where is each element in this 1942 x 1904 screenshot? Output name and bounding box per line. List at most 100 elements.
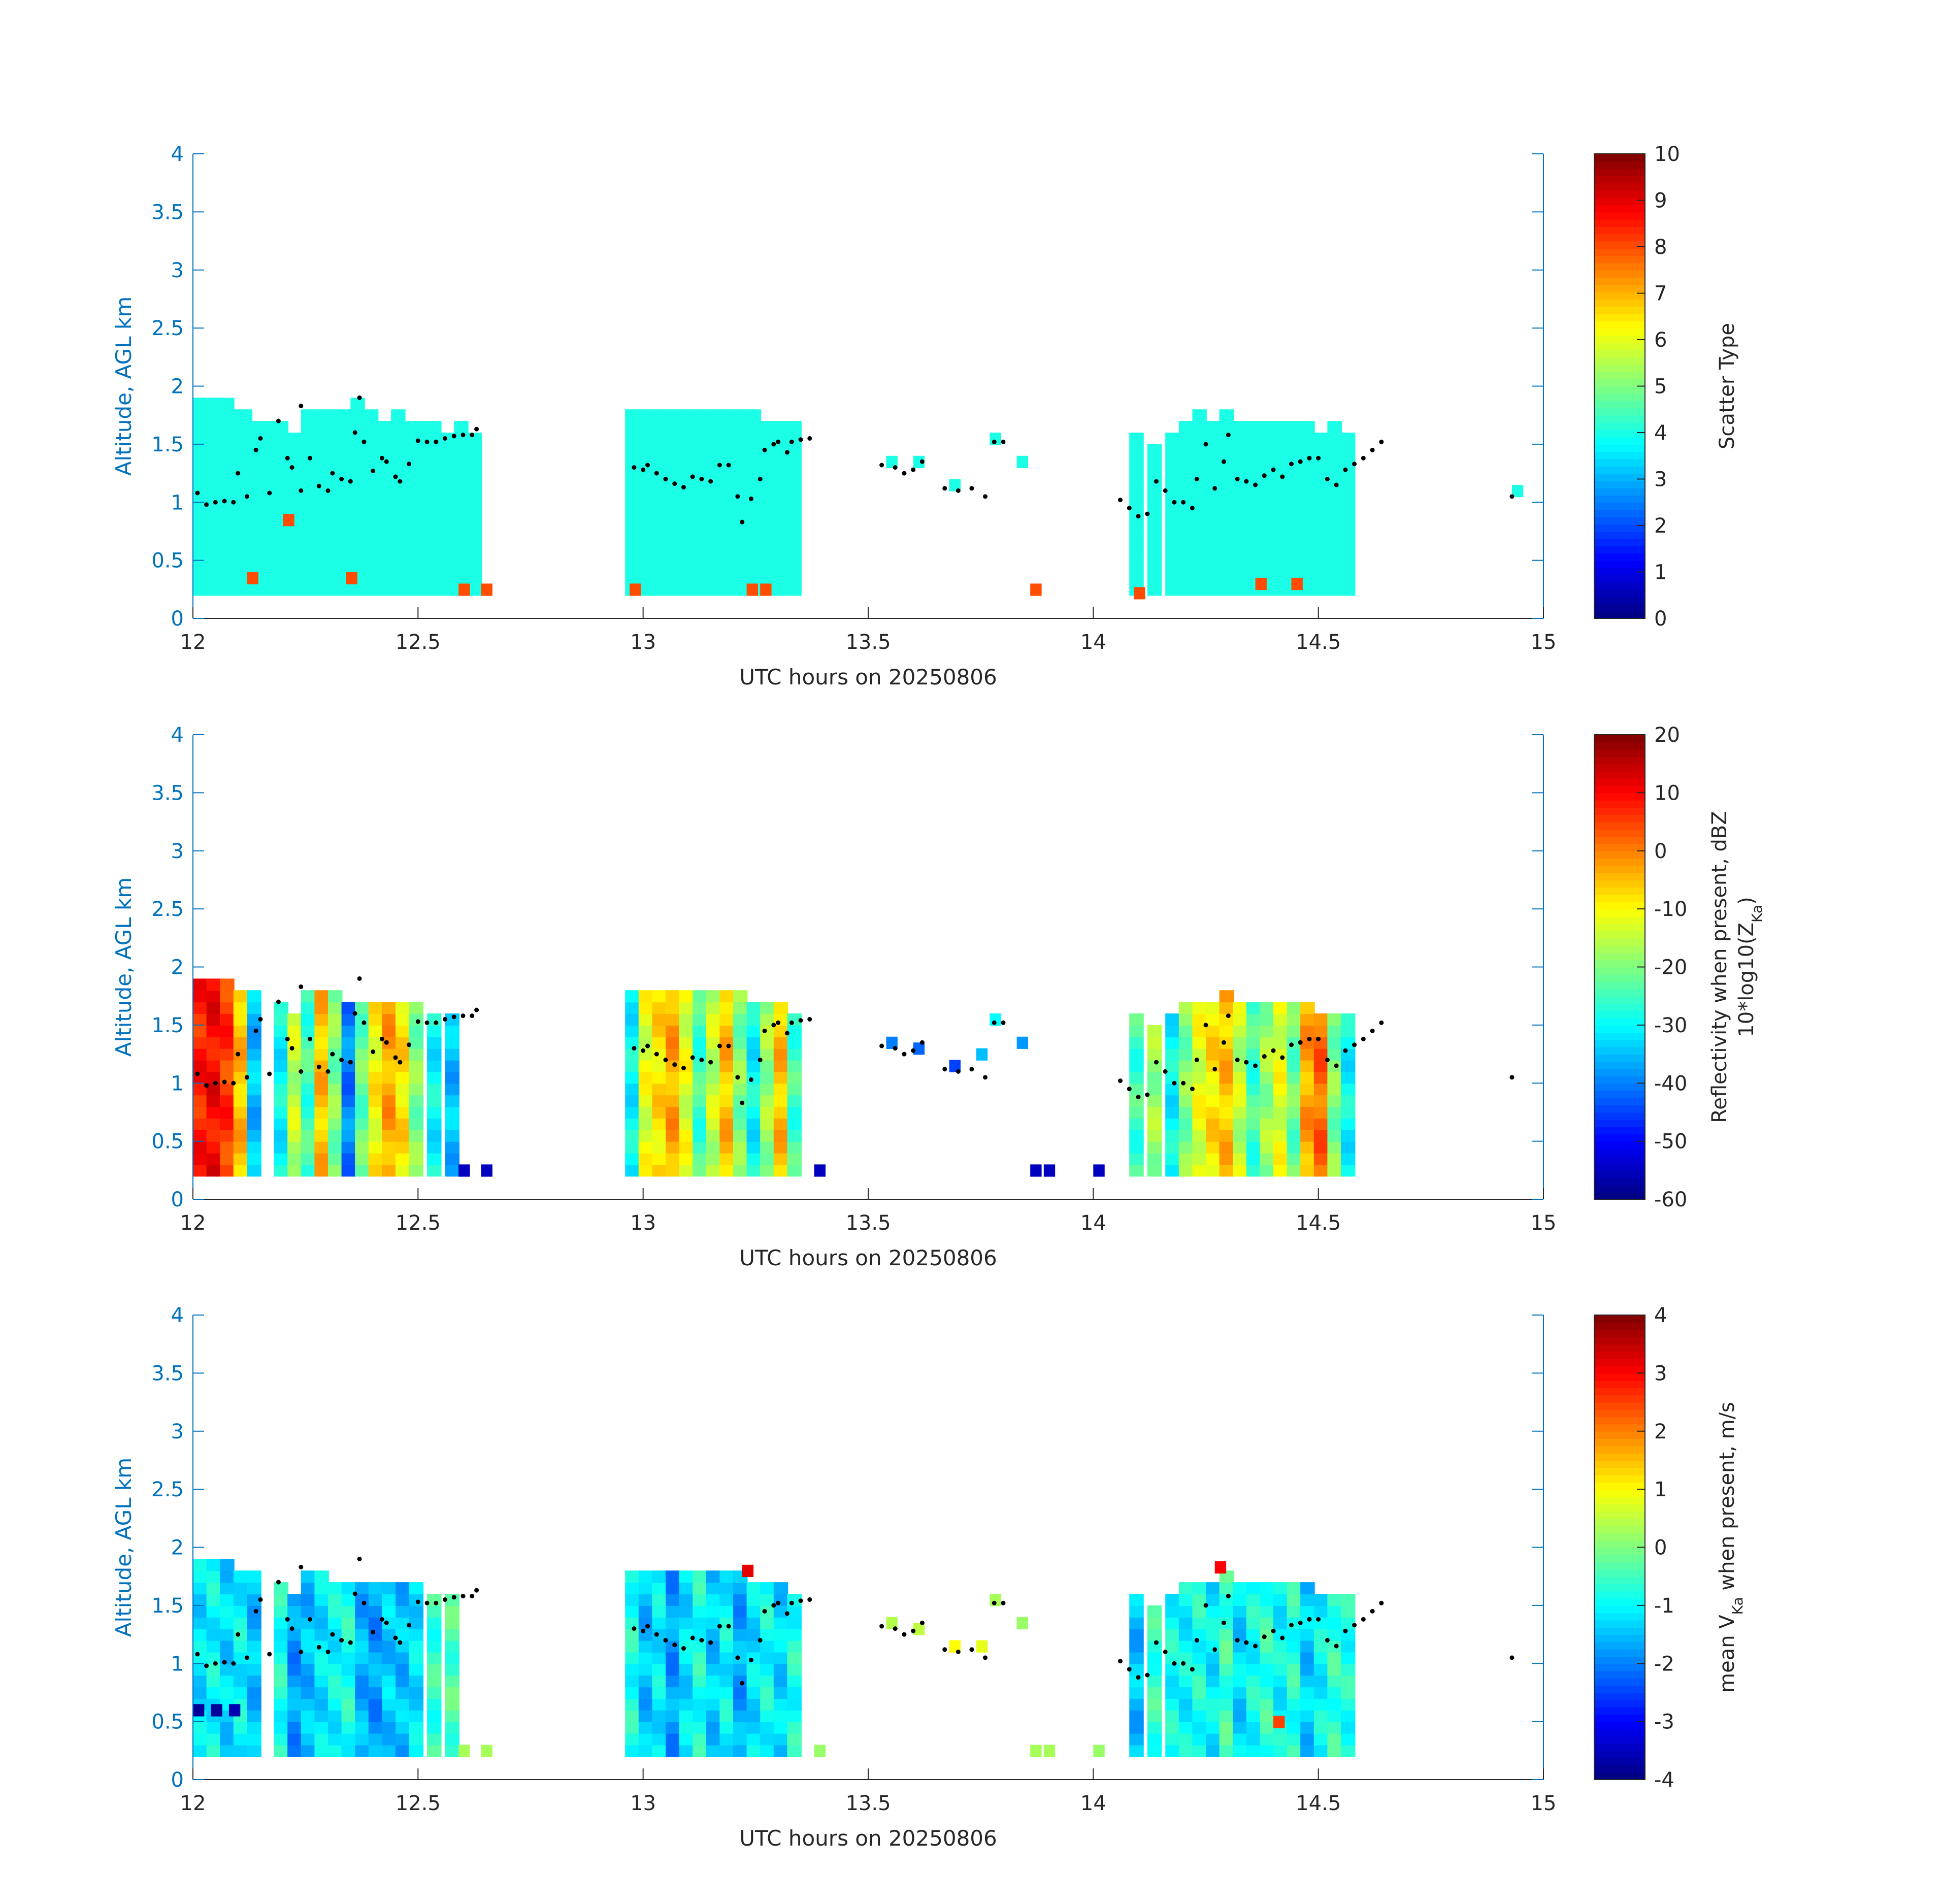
heatmap-cell: [1341, 537, 1348, 549]
heatmap-cell: [740, 1582, 748, 1595]
heatmap-cell: [281, 467, 289, 480]
heatmap-cell: [1172, 1698, 1180, 1711]
heatmap-cell: [200, 1594, 208, 1606]
heatmap-cell: [1213, 1118, 1221, 1130]
heatmap-cell: [632, 1605, 640, 1618]
heatmap-cell: [1154, 1118, 1162, 1130]
heatmap-cell: [445, 1710, 453, 1722]
heatmap-cell: [254, 1153, 261, 1165]
heatmap-cell: [321, 583, 329, 596]
heatmap-cell: [287, 560, 295, 573]
heatmap-cell: [391, 572, 399, 584]
heatmap-cell: [625, 1652, 633, 1664]
heatmap-cell: [700, 514, 707, 527]
heatmap-cell: [659, 1582, 667, 1595]
heatmap-cell: [773, 1048, 781, 1061]
heatmap-cell: [780, 1652, 788, 1664]
heatmap-cell: [413, 467, 421, 480]
heatmap-cell: [1147, 548, 1155, 561]
heatmap-cell: [403, 1582, 410, 1595]
heatmap-cell: [1253, 537, 1261, 549]
heatmap-cell: [287, 1628, 295, 1641]
heatmap-cell: [1273, 444, 1281, 456]
heatmap-cell: [420, 502, 428, 515]
heatmap-cell: [308, 1095, 316, 1107]
heatmap-cell: [375, 1025, 383, 1037]
heatmap-cell: [1240, 1675, 1247, 1688]
heatmap-cell: [700, 1095, 707, 1107]
heatmap-cell: [1136, 572, 1144, 584]
heatmap-cell: [403, 1675, 410, 1688]
heatmap-cell: [403, 1060, 410, 1072]
heatmap-cell: [389, 1687, 397, 1699]
heatmap-cell: [200, 1106, 208, 1119]
heatmap-cell: [1240, 1153, 1247, 1165]
heatmap-cell: [1327, 502, 1335, 515]
heatmap-cell: [220, 479, 227, 491]
heatmap-cell: [362, 1036, 370, 1049]
heatmap-cell: [1294, 1013, 1302, 1026]
heatmap-cell: [625, 537, 633, 549]
heatmap-cell: [281, 1605, 289, 1618]
heatmap-cell: [321, 1617, 329, 1629]
cloud-base-dot: [1253, 1063, 1258, 1068]
heatmap-cell: [787, 490, 795, 503]
heatmap-cell: [1327, 1153, 1335, 1165]
heatmap-cell: [409, 1733, 417, 1746]
heatmap-cell: [341, 467, 349, 480]
heatmap-cell: [1219, 1628, 1227, 1641]
heatmap-cell: [1186, 526, 1194, 538]
heatmap-cell: [328, 1652, 336, 1664]
heatmap-cell: [1165, 1095, 1173, 1107]
heatmap-cell: [638, 548, 646, 561]
heatmap-cell: [1334, 1095, 1342, 1107]
heatmap-cell: [1280, 1594, 1288, 1606]
heatmap-cell: [666, 1663, 673, 1676]
heatmap-cell: [1300, 1652, 1308, 1664]
heatmap-cell: [404, 490, 412, 503]
cloud-base-dot: [1226, 1013, 1231, 1019]
heatmap-cell: [686, 1710, 694, 1722]
heatmap-cell: [693, 1582, 700, 1595]
colorbar-label-line2: 10*log10(ZKa): [1735, 897, 1765, 1037]
heatmap-cell: [458, 1164, 470, 1177]
heatmap-cell: [638, 490, 646, 503]
heatmap-cell: [1260, 1663, 1267, 1676]
heatmap-cell: [686, 560, 694, 573]
heatmap-cell: [341, 1582, 349, 1595]
heatmap-cell: [706, 1013, 714, 1026]
cloud-base-dot: [308, 455, 313, 461]
heatmap-cell: [760, 583, 772, 596]
heatmap-cell: [240, 1710, 248, 1722]
heatmap-cell: [202, 433, 210, 445]
colorbar-swatch: [1594, 1054, 1645, 1062]
heatmap-cell: [1334, 1153, 1342, 1165]
heatmap-cell: [440, 526, 448, 538]
heatmap-cell: [200, 1060, 208, 1072]
heatmap-cell: [362, 1675, 370, 1688]
cloud-base-dot: [398, 1060, 403, 1065]
heatmap-cell: [1186, 433, 1194, 445]
heatmap-cell: [1129, 1675, 1137, 1688]
heatmap-cell: [341, 583, 349, 596]
heatmap-cell: [413, 526, 421, 538]
heatmap-cell: [1313, 502, 1322, 515]
heatmap-cell: [1253, 444, 1261, 456]
heatmap-cell: [301, 1698, 309, 1711]
heatmap-cell: [1280, 1675, 1288, 1688]
heatmap-cell: [706, 433, 714, 445]
heatmap-cell: [767, 455, 775, 468]
heatmap-cell: [1192, 1721, 1200, 1734]
heatmap-cell: [1300, 560, 1308, 573]
heatmap-cell: [1136, 1652, 1144, 1664]
heatmap-cell: [700, 548, 707, 561]
heatmap-cell: [213, 1118, 221, 1130]
heatmap-cell: [213, 1002, 221, 1014]
heatmap-cell: [447, 479, 455, 491]
cloud-base-dot: [285, 1036, 290, 1041]
heatmap-cell: [1178, 1582, 1187, 1595]
heatmap-cell: [427, 479, 435, 491]
heatmap-cell: [1348, 1095, 1356, 1107]
heatmap-cell: [1147, 444, 1155, 456]
heatmap-cell: [1267, 1129, 1274, 1142]
